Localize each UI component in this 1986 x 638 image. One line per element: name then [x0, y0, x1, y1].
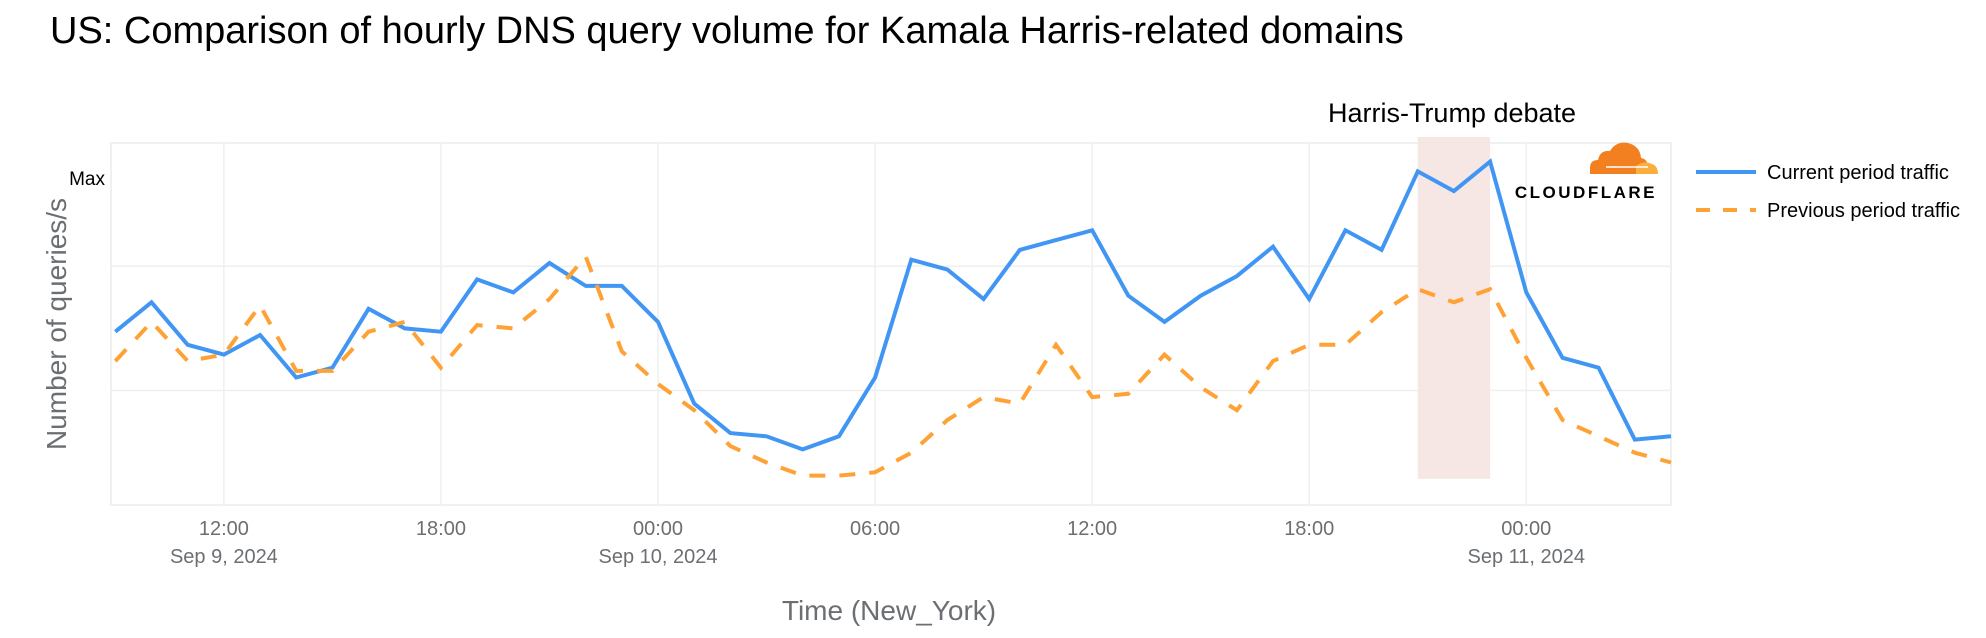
- series-lines: [113, 158, 1672, 478]
- x-tick-date: Sep 10, 2024: [599, 546, 718, 568]
- cloudflare-wordmark: CLOUDFLARE: [1515, 183, 1657, 202]
- legend-label-current: Current period traffic: [1767, 162, 1949, 184]
- previous-period-line: [113, 252, 1672, 478]
- cloud-icon: [1590, 142, 1658, 174]
- legend: Current period traffic Previous period t…: [1696, 162, 1960, 222]
- x-tick-label: 12:00: [199, 518, 249, 540]
- annotation-band: [1417, 137, 1491, 479]
- legend-item-previous[interactable]: Previous period traffic: [1696, 200, 1960, 222]
- x-tick-date: Sep 9, 2024: [170, 546, 278, 568]
- legend-label-previous: Previous period traffic: [1767, 200, 1960, 222]
- debate-highlight-band: [1417, 137, 1491, 479]
- x-tick-label: 00:00: [633, 518, 683, 540]
- x-tick-label: 18:00: [416, 518, 466, 540]
- chart-title: US: Comparison of hourly DNS query volum…: [50, 10, 1404, 52]
- y-axis-title: Number of queries/s: [41, 198, 72, 450]
- grid: [110, 142, 1672, 506]
- x-tick-label: 18:00: [1284, 518, 1334, 540]
- x-tick-date: Sep 11, 2024: [1468, 546, 1586, 568]
- current-period-line: [114, 158, 1672, 452]
- x-axis-title: Time (New_York): [782, 595, 996, 626]
- cloudflare-logo: CLOUDFLARE: [1515, 142, 1658, 202]
- x-tick-label: 00:00: [1501, 518, 1551, 540]
- y-tick-label: Max: [69, 169, 105, 190]
- x-tick-label: 12:00: [1067, 518, 1117, 540]
- x-tick-label: 06:00: [850, 518, 900, 540]
- axes: 12:00 Sep 9, 2024 18:00 00:00 Sep 10, 2024 06…: [69, 169, 1585, 568]
- annotation-label: Harris-Trump debate: [1328, 98, 1576, 128]
- legend-item-current[interactable]: Current period traffic: [1696, 162, 1949, 184]
